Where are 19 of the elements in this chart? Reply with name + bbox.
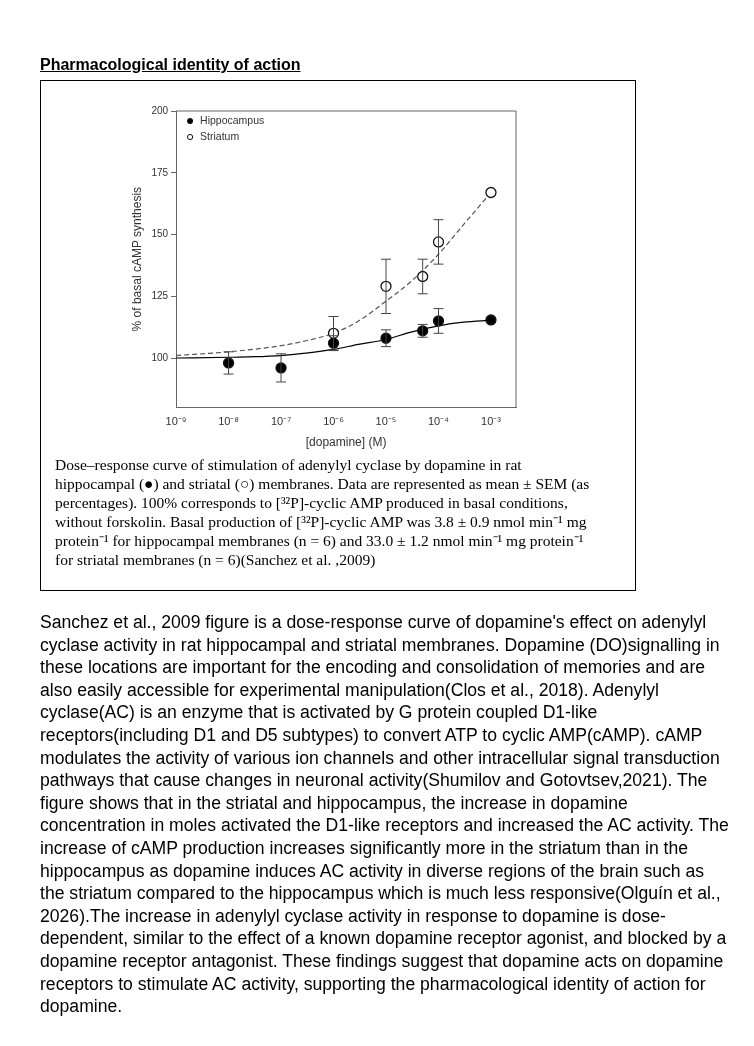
x-tick-label: 10⁻⁶ — [323, 415, 344, 428]
x-tick-label: 10⁻⁷ — [270, 415, 292, 428]
x-tick-label: 10⁻³ — [481, 415, 502, 428]
x-tick-label: 10⁻⁸ — [218, 415, 240, 428]
y-tick-label: 100 — [151, 351, 169, 363]
x-tick-label: 10⁻⁵ — [375, 415, 397, 428]
y-axis-title: % of basal cAMP synthesis — [129, 186, 144, 332]
x-tick-label: 10⁻⁴ — [428, 415, 450, 428]
y-tick-label: 175 — [151, 166, 169, 178]
text: Dose–response curve of stimulation of adenylyl cyclase by dopamine in rat hippocampal (●) and striatal (○) membranes. Data are represented as mean ± SEM (as percentages). 100% corresponds to [³²P]-cyclic AMP produced in basal conditions, without forskolin. Basal production of [³²P]-cyclic AMP was 3.8 ± 0.9 nmol min⁻¹ mg protein⁻¹ for hippocampal membranes (n = 6) and 33.0 ± 1.2 nmol min⁻¹ mg protein⁻¹ for striatal membranes (n = 6)(Sanchez et al. ,2009) — [55, 455, 591, 569]
y-tick-label: 150 — [151, 228, 169, 240]
x-axis-title: [dopamine] (M) — [305, 435, 387, 450]
y-tick-label: 200 — [151, 104, 169, 116]
y-tick-label: 125 — [151, 290, 169, 301]
text: Sanchez et al., 2009 figure is a dose-response curve of dopamine's effect on adenylyl cyclase activity in rat hippocampal and striatal membranes. Dopamine (DO)signalling in these locations are important for the encoding and consolidation of memories and are also easily accessible for experimental manipulation(Clos et al., 2018). Adenylyl cyclase(AC) is an enzyme that is activated by G protein coupled D1-like receptors(including D1 and D5 subtypes) to convert ATP to cyclic AMP(cAMP). cAMP modulates the activity of various ion channels and other intracellular signal transduction pathways that cause changes in neuronal activity(Shumilov and Gotovtsev,2021). The figure shows that in the striatal and hippocampus, the increase in dopamine concentration in moles activated the D1-like receptors and increased the AC activity. The increase of cAMP production increases significantly more in the striatum than in the hippocampus as dopamine induces AC activity in diverse regions of the brain such as the striatum compared to the hippocampus which is much less responsive(Olguín et al., 2026).The increase in adenylyl cyclase activity in response to dopamine is dose-dependent, similar to the effect of a known dopamine receptor agonist, and blocked by a dopamine receptor antagonist. These findings suggest that dopamine acts on dopamine receptors to stimulate AC activity, supporting the pharmacological identity of action for dopamine. — [40, 612, 729, 1017]
chart-title: Pharmacological identity of action — [40, 56, 301, 74]
legend-label: Striatum — [200, 129, 240, 142]
x-tick-label: 10⁻⁹ — [165, 415, 187, 428]
legend-label: Hippocampus — [200, 113, 265, 126]
